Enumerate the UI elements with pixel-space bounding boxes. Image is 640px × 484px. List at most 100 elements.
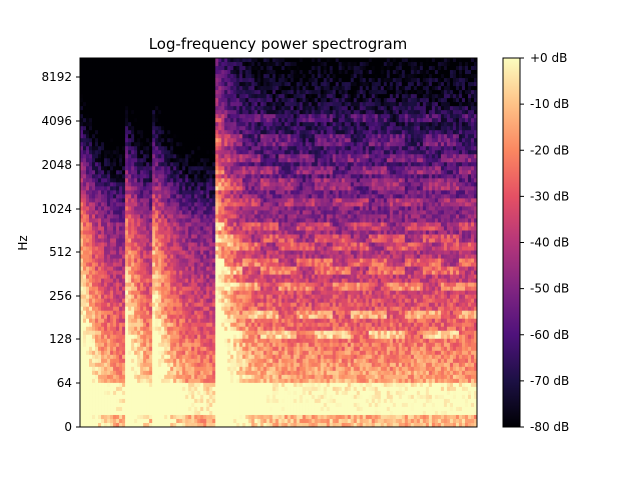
spectrogram-cell	[182, 306, 186, 312]
spectrogram-cell	[203, 98, 207, 103]
spectrogram-cell	[185, 170, 189, 175]
spectrogram-cell	[188, 222, 192, 227]
spectrogram-cell	[146, 238, 150, 243]
spectrogram-cell	[80, 142, 84, 147]
spectrogram-cell	[176, 138, 180, 143]
spectrogram-cell	[131, 222, 135, 227]
spectrogram-cell	[218, 106, 222, 111]
spectrogram-cell	[179, 78, 183, 83]
spectrogram-cell	[224, 406, 228, 412]
spectrogram-cell	[218, 398, 222, 404]
spectrogram-cell	[179, 286, 183, 292]
spectrogram-cell	[173, 254, 177, 259]
spectrogram-cell	[224, 234, 228, 239]
spectrogram-cell	[209, 422, 213, 428]
spectrogram-cell	[104, 342, 108, 348]
spectrogram-cell	[113, 262, 117, 267]
spectrogram-cell	[197, 250, 201, 255]
spectrogram-cell	[92, 206, 96, 211]
spectrogram-cell	[191, 382, 195, 388]
spectrogram-cell	[128, 218, 132, 223]
spectrogram-cell	[200, 294, 204, 300]
spectrogram-cell	[134, 186, 138, 191]
spectrogram-cell	[242, 106, 246, 111]
spectrogram-cell	[188, 246, 192, 251]
spectrogram-cell	[107, 346, 111, 352]
spectrogram-cell	[233, 98, 237, 103]
spectrogram-cell	[98, 178, 102, 183]
spectrogram-cell	[155, 178, 159, 183]
spectrogram-cell	[233, 66, 237, 71]
spectrogram-cell	[236, 330, 240, 336]
spectrogram-cell	[92, 366, 96, 372]
spectrogram-cell	[134, 378, 138, 384]
spectrogram-cell	[203, 282, 207, 288]
spectrogram-cell	[131, 158, 135, 163]
spectrogram-cell	[179, 74, 183, 79]
spectrogram-cell	[230, 314, 234, 320]
spectrogram-cell	[104, 138, 108, 143]
spectrogram-cell	[158, 330, 162, 336]
spectrogram-cell	[92, 74, 96, 79]
spectrogram-cell	[185, 358, 189, 364]
spectrogram-cell	[152, 402, 156, 408]
spectrogram-cell	[80, 162, 84, 167]
spectrogram-cell	[119, 266, 123, 271]
spectrogram-cell	[173, 314, 177, 320]
spectrogram-cell	[86, 366, 90, 372]
spectrogram-cell	[191, 214, 195, 219]
spectrogram-cell	[128, 134, 132, 139]
spectrogram-cell	[116, 182, 120, 187]
spectrogram-cell	[143, 242, 147, 247]
spectrogram-cell	[233, 130, 237, 135]
spectrogram-cell	[218, 358, 222, 364]
spectrogram-cell	[224, 382, 228, 388]
spectrogram-cell	[206, 202, 210, 207]
spectrogram-cell	[179, 282, 183, 288]
spectrogram-cell	[239, 130, 243, 135]
spectrogram-cell	[221, 158, 225, 163]
spectrogram-cell	[209, 254, 213, 259]
spectrogram-cell	[146, 254, 150, 259]
spectrogram-cell	[239, 254, 243, 259]
spectrogram-cell	[116, 266, 120, 271]
spectrogram-cell	[89, 58, 93, 63]
spectrogram-cell	[167, 210, 171, 215]
spectrogram-cell	[92, 138, 96, 143]
spectrogram-cell	[86, 122, 90, 127]
spectrogram-cell	[164, 66, 168, 71]
spectrogram-cell	[185, 82, 189, 87]
spectrogram-cell	[83, 250, 87, 255]
spectrogram-cell	[116, 134, 120, 139]
spectrogram-cell	[188, 402, 192, 408]
spectrogram-cell	[200, 74, 204, 79]
spectrogram-cell	[146, 182, 150, 187]
spectrogram-cell	[203, 178, 207, 183]
spectrogram-cell	[134, 130, 138, 135]
spectrogram-cell	[131, 274, 135, 279]
spectrogram-cell	[104, 158, 108, 163]
spectrogram-cell	[161, 262, 165, 267]
spectrogram-cell	[197, 218, 201, 223]
spectrogram-cell	[137, 166, 141, 171]
spectrogram-cell	[182, 342, 186, 348]
spectrogram-cell	[209, 398, 213, 404]
spectrogram-cell	[224, 302, 228, 308]
spectrogram-cell	[152, 78, 156, 83]
spectrogram-cell	[191, 122, 195, 127]
spectrogram-cell	[212, 262, 216, 267]
spectrogram-cell	[140, 254, 144, 259]
spectrogram-cell	[110, 70, 114, 75]
spectrogram-cell	[101, 310, 105, 316]
spectrogram-cell	[176, 142, 180, 147]
spectrogram-cell	[194, 234, 198, 239]
spectrogram-cell	[209, 174, 213, 179]
spectrogram-cell	[86, 382, 90, 388]
spectrogram-cell	[230, 410, 234, 416]
spectrogram-cell	[137, 218, 141, 223]
spectrogram-cell	[206, 274, 210, 279]
spectrogram-cell	[113, 246, 117, 251]
spectrogram-cell	[230, 274, 234, 279]
spectrogram-cell	[185, 78, 189, 83]
spectrogram-cell	[125, 214, 129, 219]
